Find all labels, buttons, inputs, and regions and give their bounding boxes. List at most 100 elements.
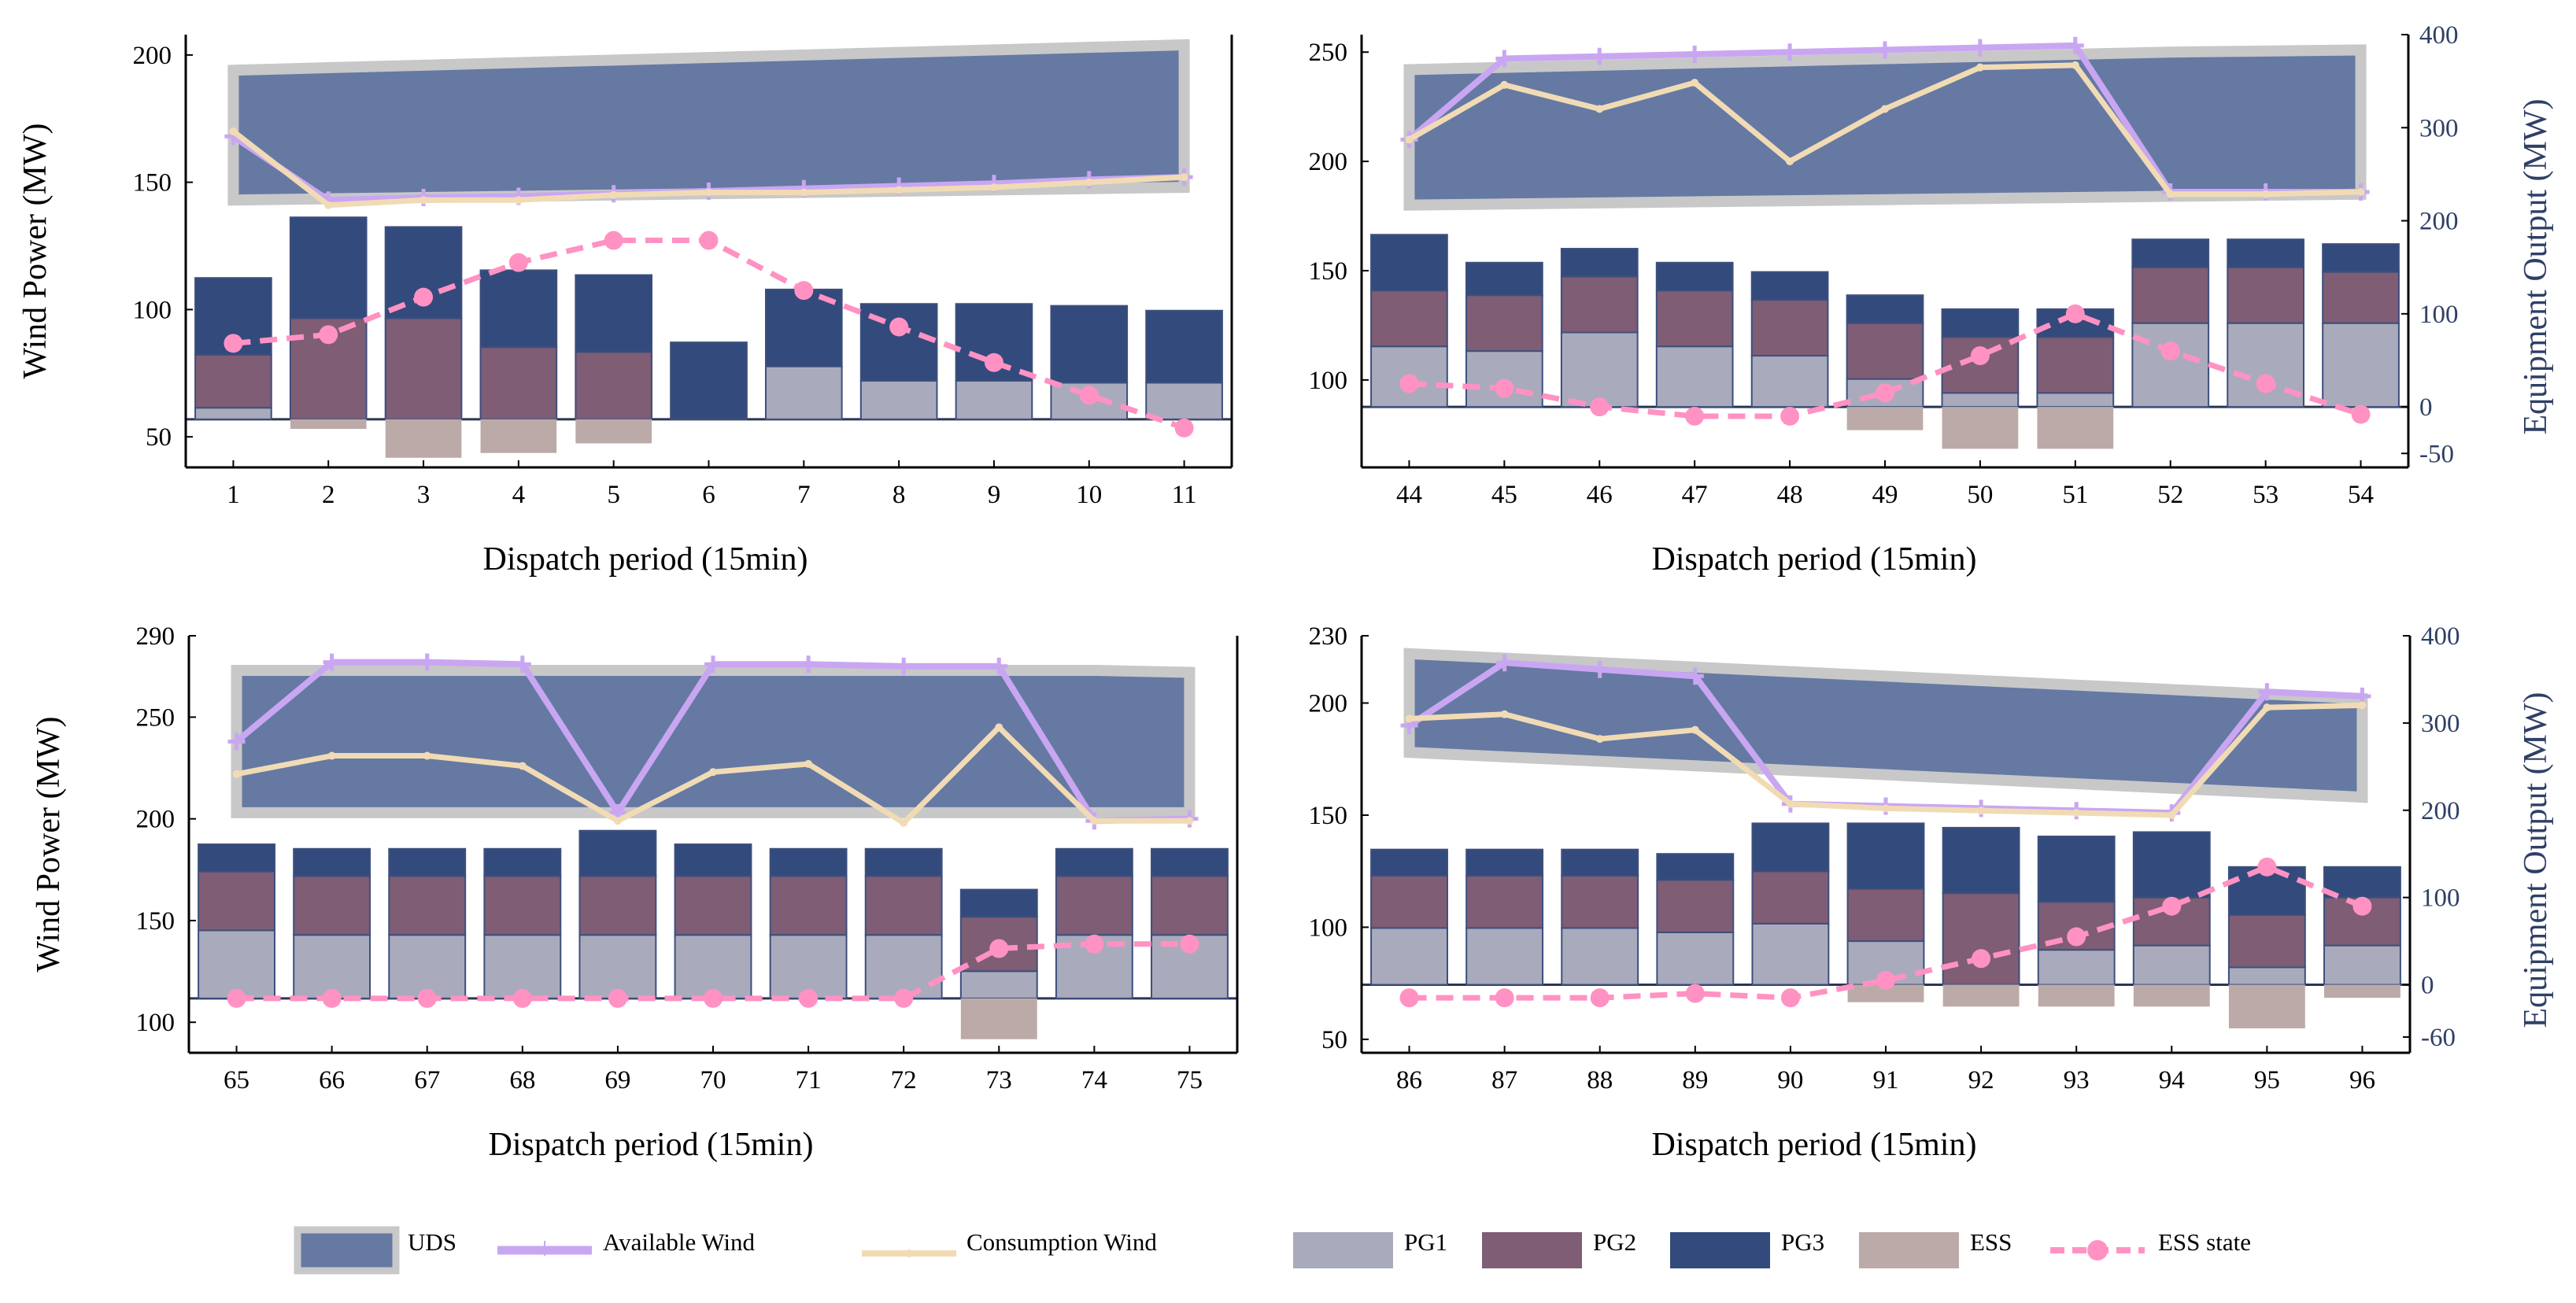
bar-pg1 — [1145, 382, 1223, 420]
point-consumption-wind — [1882, 804, 1890, 813]
x-tick-label: 73 — [986, 1066, 1012, 1094]
point-ess-state — [1399, 374, 1419, 393]
point-available-wind — [1591, 47, 1609, 65]
x-tick-label: 86 — [1396, 1066, 1422, 1094]
bar-pg3 — [1561, 848, 1639, 877]
point-consumption-wind — [1786, 799, 1794, 808]
bar-pg2 — [1655, 290, 1734, 348]
point-consumption-wind — [327, 751, 336, 760]
point-consumption-wind — [895, 186, 904, 194]
bar-pg2 — [1055, 875, 1133, 936]
bar-pg1 — [2037, 949, 2116, 986]
legend-item-available-wind: + Available Wind — [497, 1228, 756, 1266]
y-tick-label: 250 — [1309, 39, 1348, 67]
y2-tick-label: 200 — [2419, 208, 2459, 236]
x-tick-label: 52 — [2157, 481, 2183, 509]
point-consumption-wind — [518, 762, 527, 770]
bar-ess — [2324, 984, 2400, 998]
legend-label-pg2: PG2 — [1593, 1228, 1636, 1256]
x-tick-label: 65 — [224, 1066, 249, 1094]
bar-ess — [960, 998, 1037, 1039]
point-ess-state — [1495, 378, 1514, 398]
point-consumption-wind — [324, 201, 333, 209]
x-tick-label: 91 — [1873, 1066, 1899, 1094]
point-available-wind — [323, 653, 341, 671]
bar-pg3 — [1465, 261, 1543, 297]
bar-ess — [2228, 984, 2305, 1028]
point-ess-state — [417, 988, 437, 1008]
x-tick-label: 69 — [604, 1066, 630, 1094]
point-consumption-wind — [613, 817, 622, 825]
point-consumption-wind — [1405, 714, 1414, 723]
point-ess-state — [1780, 406, 1800, 426]
bar-pg3 — [2322, 243, 2400, 273]
bar-pg3 — [1656, 853, 1735, 881]
point-ess-state — [1685, 984, 1705, 1003]
bar-pg2 — [1561, 874, 1639, 929]
bar-pg3 — [198, 843, 275, 873]
point-consumption-wind — [609, 190, 618, 199]
x-tick-label: 6 — [702, 481, 715, 509]
panel-top-left: 1 2 3 4 5 6 7 8 9 10 11 50 100 150 200 Dispatch period … — [17, 35, 1233, 578]
point-ess-state — [794, 281, 814, 301]
point-available-wind — [704, 655, 722, 674]
y2-tick-label: 300 — [2421, 710, 2460, 738]
bar-pg2 — [1846, 322, 1924, 380]
x-tick-label: 9 — [988, 481, 1001, 509]
panel-bottom-right: 86 87 88 89 90 91 92 93 94 95 96 50 100 150 200 230 -60 0… — [1309, 622, 2555, 1163]
legend-item-pg2: PG2 — [1482, 1228, 1636, 1268]
bar-pg2 — [1751, 870, 1830, 925]
point-ess-state — [1876, 970, 1895, 990]
bar-pg2 — [293, 875, 371, 936]
y2-tick-label: 400 — [2419, 21, 2459, 50]
point-consumption-wind — [995, 723, 1003, 732]
y2-tick-label: 300 — [2419, 114, 2459, 142]
bar-pg1 — [198, 929, 275, 999]
bar-pg3 — [674, 843, 752, 877]
bar-pg2 — [1560, 275, 1639, 334]
bar-pg3 — [1846, 822, 1925, 890]
point-available-wind — [1591, 660, 1609, 678]
x-tick-label: 51 — [2062, 481, 2088, 509]
x-axis-title: Dispatch period (15min) — [483, 541, 808, 578]
bar-pg1 — [1655, 345, 1734, 408]
bar-pg3 — [959, 888, 1038, 918]
point-consumption-wind — [1405, 135, 1414, 144]
y-tick-label: 100 — [1309, 914, 1348, 942]
x-tick-label: 93 — [2064, 1066, 2090, 1094]
x-tick-label: 2 — [322, 481, 335, 509]
bar-pg1 — [578, 934, 657, 999]
bar-pg3 — [1465, 848, 1544, 877]
legend-swatch-ess — [1859, 1232, 1959, 1268]
legend-swatch-pg3 — [1670, 1232, 1770, 1268]
bar-pg1 — [955, 380, 1033, 420]
bar-pg3 — [670, 341, 748, 420]
point-available-wind — [1495, 654, 1513, 672]
point-consumption-wind — [232, 770, 241, 778]
legend-swatch-pg1 — [1293, 1232, 1393, 1268]
point-ess-state — [894, 988, 914, 1008]
point-ess-state — [2160, 341, 2180, 361]
y2-axis-title: Equipment Output (MW) — [2518, 692, 2554, 1028]
point-ess-state — [699, 231, 719, 250]
x-tick-label: 88 — [1587, 1066, 1613, 1094]
point-ess-state — [984, 353, 1003, 372]
y-tick-label: 150 — [133, 169, 172, 197]
bar-pg1 — [864, 934, 943, 999]
point-consumption-wind — [1977, 807, 1986, 815]
x-tick-label: 87 — [1491, 1066, 1517, 1094]
legend-item-pg1: PG1 — [1293, 1228, 1447, 1268]
y-tick-label: 100 — [1309, 367, 1348, 395]
y2-axis-title: Equipment Output (MW) — [2518, 99, 2554, 435]
bar-pg2 — [1151, 875, 1229, 936]
series-ess-state — [236, 941, 1190, 1002]
y-axis-title: Wind Power (MW) — [17, 124, 54, 379]
bar-pg1 — [2323, 944, 2401, 986]
y2-tick-label: 0 — [2419, 393, 2433, 422]
legend: UDS + Available Wind Consumption Wind PG… — [294, 1226, 2251, 1275]
bar-pg3 — [864, 847, 943, 877]
x-tick-label: 49 — [1872, 481, 1898, 509]
point-consumption-wind — [704, 188, 713, 197]
bar-pg3 — [194, 277, 272, 356]
bar-pg1 — [1560, 331, 1639, 408]
